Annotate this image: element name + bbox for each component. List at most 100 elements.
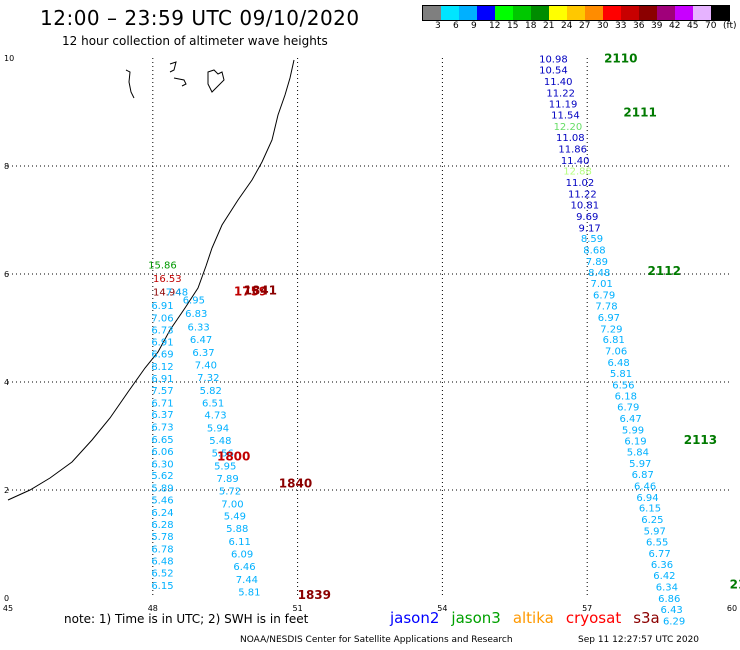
pass-time-label: 1841 bbox=[244, 284, 277, 298]
wave-height-value: 6.37 bbox=[151, 410, 173, 421]
credit-text: NOAA/NESDIS Center for Satellite Applica… bbox=[240, 635, 513, 645]
colorbar-label: 33 bbox=[615, 21, 627, 31]
colorbar-label: 70 bbox=[705, 21, 717, 31]
wave-height-value: 6.73 bbox=[151, 325, 173, 336]
wave-height-value: 6.55 bbox=[646, 538, 668, 549]
wave-height-value: 7.78 bbox=[595, 302, 617, 313]
wave-height-value: 5.49 bbox=[224, 512, 246, 523]
wave-height-colorbar bbox=[422, 5, 730, 21]
x-tick-label: 57 bbox=[582, 604, 592, 613]
y-tick-label: 10 bbox=[4, 54, 14, 63]
coastline bbox=[7, 59, 295, 501]
wave-height-value: 8.12 bbox=[151, 362, 173, 373]
wave-height-value: 5.78 bbox=[151, 532, 173, 543]
wave-height-value: 6.09 bbox=[231, 550, 253, 561]
wave-height-value: 6.56 bbox=[612, 380, 634, 391]
axis-tick-labels: 45 48 51 54 57 60 0 2 4 6 8 10 bbox=[3, 54, 737, 613]
wave-height-value: 5.89 bbox=[151, 484, 173, 495]
colorbar-label: 45 bbox=[687, 21, 699, 31]
colorbar-swatch bbox=[585, 6, 603, 20]
map-subtitle: 12 hour collection of altimeter wave hei… bbox=[62, 34, 328, 48]
colorbar-label: 6 bbox=[453, 21, 459, 31]
colorbar-swatch bbox=[657, 6, 675, 20]
wave-height-value: 6.69 bbox=[151, 350, 173, 361]
colorbar-swatch bbox=[621, 6, 639, 20]
wave-height-value: 6.87 bbox=[632, 470, 654, 481]
map-title: 12:00 – 23:59 UTC 09/10/2020 bbox=[40, 6, 360, 30]
x-tick-label: 48 bbox=[148, 604, 158, 613]
wave-height-value: 7.29 bbox=[600, 324, 622, 335]
colorbar-swatch bbox=[513, 6, 531, 20]
colorbar-swatch bbox=[549, 6, 567, 20]
wave-height-value: 6.28 bbox=[151, 520, 173, 531]
wave-height-value: 6.78 bbox=[151, 545, 173, 556]
wave-height-value: 6.36 bbox=[651, 560, 673, 571]
colorbar-label: 21 bbox=[543, 21, 555, 31]
wave-height-value: 6.48 bbox=[151, 557, 173, 568]
wave-height-value: 6.73 bbox=[151, 423, 173, 434]
wave-height-value: 6.91 bbox=[151, 374, 173, 385]
wave-height-value: 6.46 bbox=[634, 481, 656, 492]
wave-height-value: 6.48 bbox=[607, 358, 629, 369]
colorbar-swatch bbox=[693, 6, 711, 20]
wave-height-value: 7.48 bbox=[166, 288, 188, 299]
generated-timestamp: Sep 11 12:27:57 UTC 2020 bbox=[578, 635, 700, 645]
wave-height-value: 10.98 bbox=[539, 54, 568, 65]
wave-height-value: 12.88 bbox=[563, 167, 592, 178]
wave-height-value: 4.73 bbox=[204, 411, 226, 422]
wave-height-value: 9.69 bbox=[576, 212, 598, 223]
satellite-legend-item: jason3 bbox=[451, 609, 501, 627]
colorbar-swatch bbox=[495, 6, 513, 20]
colorbar-swatch bbox=[675, 6, 693, 20]
wave-height-value: 5.56 bbox=[212, 449, 234, 460]
wave-height-value: 6.37 bbox=[192, 348, 214, 359]
wave-height-value: 6.15 bbox=[151, 581, 173, 592]
pass-time-label: 2111 bbox=[623, 105, 656, 119]
wave-height-value: 6.43 bbox=[661, 605, 683, 616]
wave-height-value: 9.17 bbox=[578, 223, 600, 234]
wave-height-value: 5.48 bbox=[209, 436, 231, 447]
wave-height-value: 5.81 bbox=[238, 587, 260, 598]
pass-time-label: 2110 bbox=[604, 51, 637, 65]
colorbar-label: 15 bbox=[507, 21, 519, 31]
wave-height-value: 5.62 bbox=[151, 471, 173, 482]
wave-height-value: 6.79 bbox=[617, 403, 639, 414]
wave-height-value: 10.54 bbox=[539, 66, 568, 77]
wave-height-value: 5.97 bbox=[629, 459, 651, 470]
colorbar-label: 42 bbox=[669, 21, 681, 31]
colorbar-label: 39 bbox=[651, 21, 663, 31]
wave-height-value: 6.24 bbox=[151, 508, 173, 519]
wave-height-value: 6.29 bbox=[663, 616, 685, 627]
wave-height-value: 8.48 bbox=[588, 268, 610, 279]
x-tick-label: 54 bbox=[437, 604, 447, 613]
wave-height-value: 6.11 bbox=[229, 537, 251, 548]
wave-height-value: 7.00 bbox=[221, 499, 243, 510]
wave-height-value: 6.47 bbox=[620, 414, 642, 425]
colorbar-swatch bbox=[711, 6, 729, 20]
wave-height-value: 11.08 bbox=[556, 133, 585, 144]
pass-time-label: 1840 bbox=[279, 476, 312, 490]
colorbar-swatch bbox=[423, 6, 441, 20]
y-tick-label: 2 bbox=[4, 486, 9, 495]
wave-height-value: 5.81 bbox=[610, 369, 632, 380]
colorbar-label: 24 bbox=[561, 21, 573, 31]
wave-height-value: 5.84 bbox=[627, 447, 649, 458]
wave-height-value: 14.94 bbox=[153, 288, 182, 299]
wave-height-value: 6.06 bbox=[151, 447, 173, 458]
wave-height-value: 5.97 bbox=[644, 526, 666, 537]
wave-height-value: 5.82 bbox=[200, 386, 222, 397]
wave-height-value: 5.95 bbox=[214, 461, 236, 472]
pass-time-label: 1800 bbox=[217, 449, 250, 463]
wave-height-value: 6.95 bbox=[183, 296, 205, 307]
wave-height-value: 6.46 bbox=[233, 562, 255, 573]
x-tick-label: 60 bbox=[727, 604, 737, 613]
pass-time-label: 2113 bbox=[684, 433, 717, 447]
colorbar-labels: 3 6 9 12 15 18 21 24 27 30 33 36 39 42 45 70 (ft) bbox=[422, 21, 740, 33]
wave-height-value: 6.91 bbox=[151, 337, 173, 348]
y-tick-label: 4 bbox=[4, 378, 9, 387]
wave-height-value: 11.02 bbox=[566, 178, 595, 189]
wave-height-value: 7.57 bbox=[151, 386, 173, 397]
coastline-path bbox=[7, 59, 295, 501]
wave-height-value: 6.79 bbox=[593, 290, 615, 301]
colorbar-label: 12 bbox=[489, 21, 501, 31]
